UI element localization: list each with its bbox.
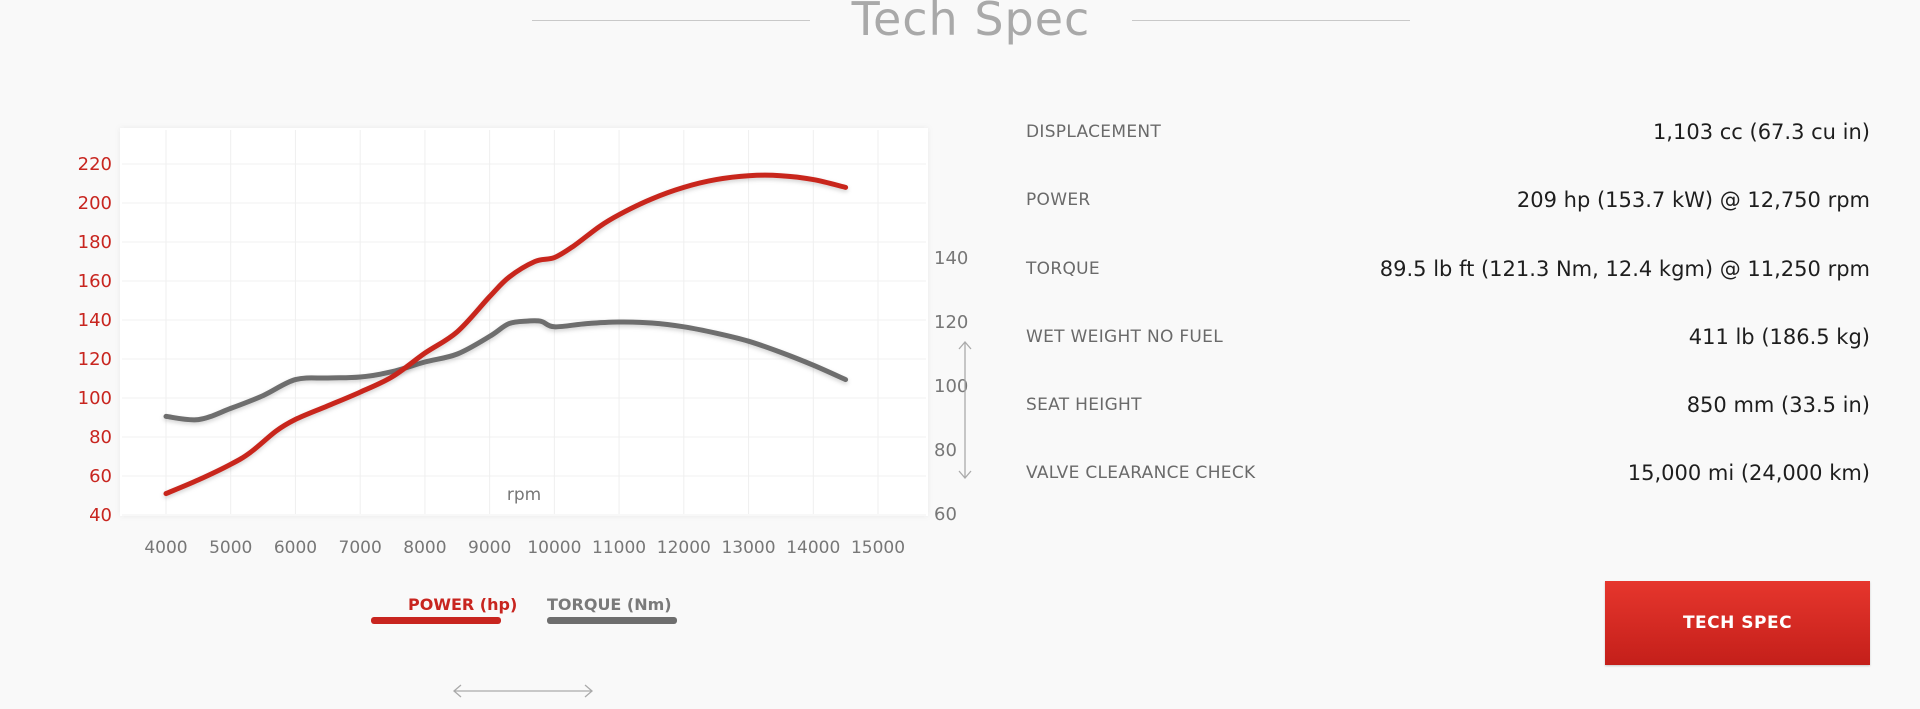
spec-label: DISPLACEMENT	[1026, 122, 1162, 142]
spec-value: 15,000 mi (24,000 km)	[1627, 461, 1870, 486]
power-series-line	[163, 172, 849, 497]
y-left-tick-label: 40	[89, 505, 112, 526]
legend-label-torque: TORQUE (Nm)	[547, 595, 672, 614]
spec-value: 411 lb (186.5 kg)	[1688, 324, 1870, 349]
y-left-tick-label: 160	[78, 271, 112, 292]
y-left-tick-label: 140	[78, 310, 112, 331]
spec-value: 89.5 lb ft (121.3 Nm, 12.4 kgm) @ 11,250…	[1379, 256, 1870, 281]
left-axis: 40 60 80 100 120 140 160 180 200 220	[78, 154, 112, 526]
spec-value: 850 mm (33.5 in)	[1686, 393, 1870, 418]
x-axis-label: rpm	[507, 485, 541, 505]
y-right-tick-label: 60	[934, 504, 957, 525]
y-left-tick-label: 80	[89, 427, 112, 448]
y-left-tick-label: 120	[78, 349, 112, 370]
spec-row-valve-clearance: VALVE CLEARANCE CHECK 15,000 mi (24,000 …	[1026, 449, 1870, 517]
x-tick-label: 11000	[592, 538, 646, 558]
x-tick-label: 9000	[468, 538, 511, 558]
x-tick-label: 5000	[209, 538, 252, 558]
spec-row-seat-height: SEAT HEIGHT 850 mm (33.5 in)	[1026, 381, 1870, 449]
x-tick-label: 14000	[786, 538, 840, 558]
x-tick-label: 7000	[339, 538, 382, 558]
horizontal-double-arrow-icon[interactable]	[453, 684, 593, 698]
spec-label: SEAT HEIGHT	[1026, 395, 1142, 416]
y-right-tick-label: 80	[934, 440, 957, 461]
legend-label-power: POWER (hp)	[408, 595, 517, 614]
vertical-double-arrow-icon[interactable]	[958, 341, 972, 479]
y-right-tick-label: 100	[934, 376, 968, 397]
x-tick-label: 12000	[657, 538, 711, 558]
title-divider-left	[532, 20, 810, 21]
tech-spec-button[interactable]: TECH SPEC	[1605, 581, 1870, 665]
spec-label: WET WEIGHT NO FUEL	[1026, 326, 1223, 347]
spec-value: 209 hp (153.7 kW) @ 12,750 rpm	[1516, 188, 1870, 213]
x-tick-label: 8000	[403, 538, 446, 558]
spec-row-displacement: DISPLACEMENT 1,103 cc (67.3 cu in)	[1026, 108, 1870, 176]
x-tick-label: 15000	[851, 538, 905, 558]
title-divider-right	[1132, 20, 1410, 21]
y-left-tick-label: 200	[78, 193, 112, 214]
spec-row-power: POWER 209 hp (153.7 kW) @ 12,750 rpm	[1026, 176, 1870, 244]
spec-value: 1,103 cc (67.3 cu in)	[1652, 120, 1870, 144]
right-axis: 60 80 100 120 140	[934, 248, 968, 525]
power-torque-chart: 40 60 80 100 120 140 160 180 200 220 60 80 100 120 14…	[78, 128, 972, 698]
spec-label: VALVE CLEARANCE CHECK	[1026, 463, 1256, 484]
y-left-tick-label: 100	[78, 388, 112, 409]
spec-label: TORQUE	[1026, 258, 1100, 279]
y-right-tick-label: 120	[934, 312, 968, 333]
legend-swatch-torque	[547, 617, 677, 624]
x-tick-label: 6000	[274, 538, 317, 558]
x-tick-label: 4000	[144, 538, 187, 558]
y-left-tick-label: 220	[78, 154, 112, 175]
spec-label: POWER	[1026, 190, 1091, 211]
x-tick-label: 13000	[721, 538, 775, 558]
legend-swatch-power	[371, 617, 501, 624]
y-left-tick-label: 60	[89, 466, 112, 487]
section-header: Tech Spec	[0, 0, 1920, 60]
spec-row-torque: TORQUE 89.5 lb ft (121.3 Nm, 12.4 kgm) @…	[1026, 245, 1870, 313]
y-left-tick-label: 180	[78, 232, 112, 253]
page-title: Tech Spec	[851, 0, 1091, 46]
torque-series-line	[163, 318, 849, 423]
spec-list: DISPLACEMENT 1,103 cc (67.3 cu in) POWER…	[1026, 108, 1870, 518]
x-tick-label: 10000	[527, 538, 581, 558]
x-axis: 4000 5000 6000 7000 8000 9000 10000 11000 12000 1…	[144, 538, 905, 558]
spec-row-wet-weight: WET WEIGHT NO FUEL 411 lb (186.5 kg)	[1026, 313, 1870, 381]
y-right-tick-label: 140	[934, 248, 968, 269]
legend: POWER (hp) TORQUE (Nm)	[371, 595, 677, 624]
series-layer	[163, 172, 849, 497]
